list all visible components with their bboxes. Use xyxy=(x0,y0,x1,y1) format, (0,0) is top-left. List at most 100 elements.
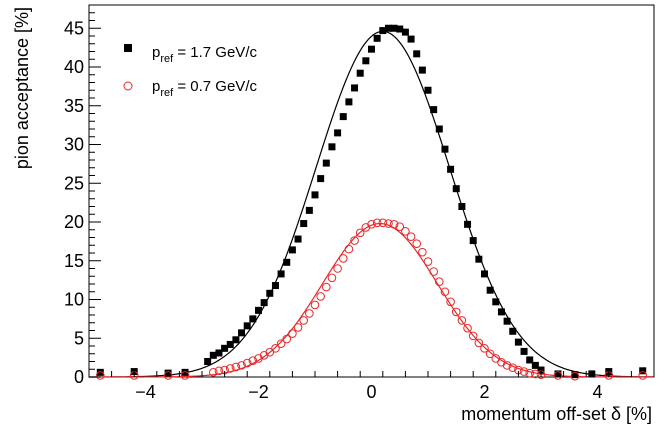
data-point-series-1 xyxy=(368,45,375,53)
data-point-series-1 xyxy=(390,24,398,32)
data-point-series-2 xyxy=(231,362,241,372)
data-point-series-2 xyxy=(344,244,354,254)
y-tick-label: 35 xyxy=(64,96,84,116)
data-point-series-2 xyxy=(389,220,399,229)
data-point-series-1 xyxy=(413,50,421,58)
data-point-series-2 xyxy=(163,371,173,380)
data-point-series-2 xyxy=(418,247,427,257)
legend: pref = 1.7 GeV/c pref = 0.7 GeV/c xyxy=(123,44,257,99)
y-axis-label: pion acceptance [%] xyxy=(12,7,32,169)
data-point-series-2 xyxy=(282,334,292,344)
data-point-series-1 xyxy=(226,340,234,348)
data-point-series-1 xyxy=(266,289,274,297)
data-point-series-1 xyxy=(520,347,528,355)
y-tick-label: 5 xyxy=(74,328,84,348)
data-point-series-2 xyxy=(378,218,388,228)
data-point-series-1 xyxy=(503,317,511,325)
legend-label-2: pref = 0.7 GeV/c xyxy=(152,78,257,99)
data-point-series-1 xyxy=(486,286,494,294)
data-point-series-2 xyxy=(372,218,382,228)
data-point-series-2 xyxy=(474,338,484,348)
x-axis-label: momentum off-set δ [%] xyxy=(461,404,652,424)
data-point-series-1 xyxy=(571,371,579,379)
data-point-series-2 xyxy=(468,331,478,341)
fit-curve xyxy=(89,222,654,378)
data-point-series-1 xyxy=(249,315,257,323)
legend-marker-1 xyxy=(124,44,132,52)
data-point-series-1 xyxy=(283,258,291,266)
data-point-series-1 xyxy=(209,351,217,359)
data-point-series-1 xyxy=(345,98,353,106)
data-point-series-2 xyxy=(508,363,518,373)
data-point-series-1 xyxy=(497,308,505,316)
data-point-series-2 xyxy=(519,367,529,376)
data-point-series-2 xyxy=(180,371,190,380)
data-point-series-2 xyxy=(350,236,359,245)
data-point-series-1 xyxy=(317,175,325,183)
data-point-series-2 xyxy=(384,219,393,228)
data-point-series-2 xyxy=(423,257,433,266)
data-point-series-1 xyxy=(305,206,313,214)
data-point-series-1 xyxy=(277,270,285,278)
data-point-series-2 xyxy=(440,287,450,297)
data-point-series-2 xyxy=(276,339,286,348)
legend-label-1: pref = 1.7 GeV/c xyxy=(152,44,257,65)
data-point-series-2 xyxy=(451,307,461,317)
y-tick-label: 45 xyxy=(64,18,84,38)
data-point-series-1 xyxy=(334,129,342,137)
data-point-series-1 xyxy=(260,299,268,307)
data-markers xyxy=(96,24,648,381)
data-point-series-2 xyxy=(355,228,365,238)
data-point-series-2 xyxy=(338,254,348,263)
data-point-series-2 xyxy=(237,361,246,370)
data-point-series-2 xyxy=(412,239,422,248)
data-point-series-1 xyxy=(255,306,262,314)
data-point-series-1 xyxy=(452,185,460,193)
data-point-series-2 xyxy=(553,371,563,380)
data-point-series-2 xyxy=(401,227,410,236)
data-point-series-1 xyxy=(373,34,381,42)
data-point-series-2 xyxy=(406,232,416,242)
data-point-series-2 xyxy=(367,220,376,229)
data-point-series-1 xyxy=(311,191,319,199)
data-point-series-2 xyxy=(209,368,218,377)
data-point-series-1 xyxy=(362,57,370,65)
data-point-series-1 xyxy=(447,165,455,173)
data-point-series-1 xyxy=(469,237,477,245)
y-tick-label: 40 xyxy=(64,57,84,77)
legend-marker-2 xyxy=(123,81,133,91)
data-point-series-2 xyxy=(435,277,444,286)
data-point-series-1 xyxy=(588,370,596,378)
data-point-series-2 xyxy=(570,371,580,381)
data-point-series-1 xyxy=(294,235,302,243)
data-point-series-2 xyxy=(242,358,252,368)
data-point-series-2 xyxy=(395,222,405,231)
y-tick-label: 10 xyxy=(64,290,84,310)
data-point-series-2 xyxy=(536,370,546,379)
data-point-series-2 xyxy=(485,349,495,359)
data-point-series-1 xyxy=(96,368,104,376)
data-point-series-2 xyxy=(457,316,467,325)
data-point-series-2 xyxy=(463,323,472,333)
data-point-series-1 xyxy=(164,369,172,377)
data-point-series-1 xyxy=(396,25,404,33)
data-point-series-1 xyxy=(204,358,212,365)
y-tick-label: 30 xyxy=(64,135,84,155)
data-point-series-1 xyxy=(514,338,522,346)
data-point-series-1 xyxy=(351,84,359,92)
data-point-series-1 xyxy=(401,28,409,36)
data-point-series-2 xyxy=(271,344,280,353)
y-tick-label: 25 xyxy=(64,173,84,193)
data-point-series-1 xyxy=(232,336,240,344)
data-point-series-1 xyxy=(384,24,392,32)
data-point-series-1 xyxy=(221,344,229,352)
data-point-series-2 xyxy=(288,329,297,338)
data-point-series-2 xyxy=(531,369,540,379)
x-tick-label: 0 xyxy=(366,382,376,402)
data-point-series-1 xyxy=(243,322,251,330)
data-point-series-1 xyxy=(328,143,336,151)
data-point-series-1 xyxy=(271,282,279,290)
data-point-series-1 xyxy=(339,113,347,121)
x-axis: −4 −2 0 2 4 xyxy=(88,371,655,402)
data-point-series-2 xyxy=(429,267,438,276)
